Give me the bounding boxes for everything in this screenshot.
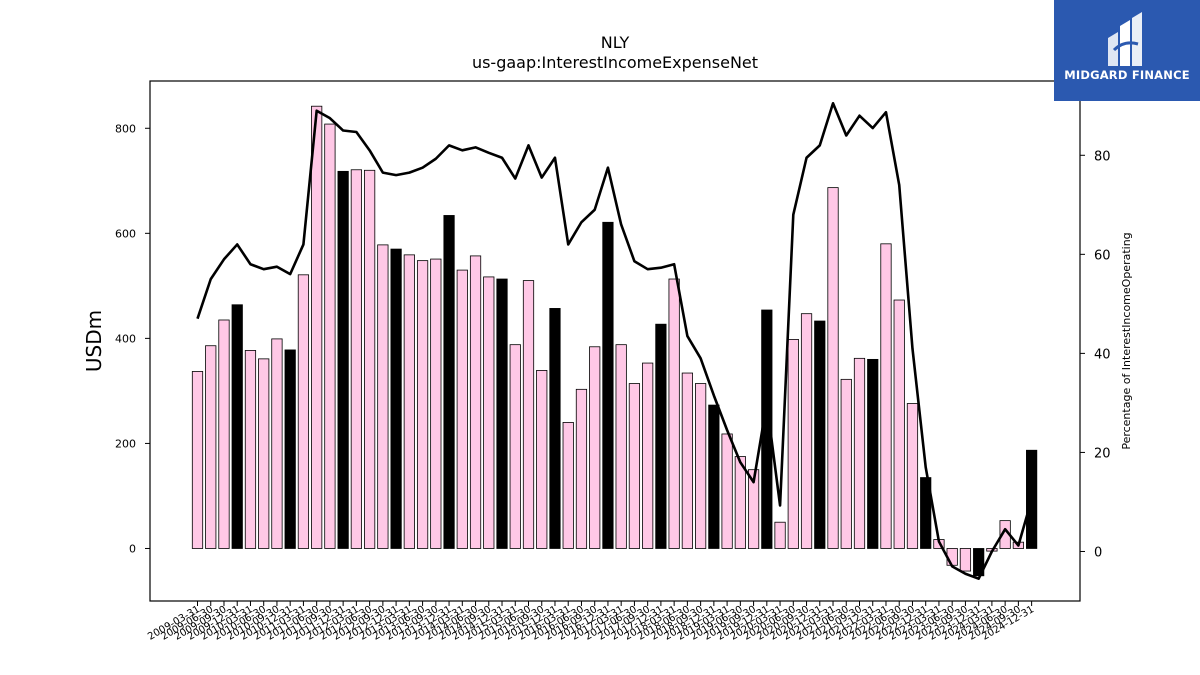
brand-logo: MIDGARD FINANCE (1054, 0, 1200, 101)
bar-2012-09-30 (377, 244, 389, 549)
bar-2019-06-30 (734, 456, 746, 549)
left-tick-label: 200 (115, 437, 136, 450)
bar-2009-12-31 (231, 304, 243, 549)
logo-mark-icon (1108, 12, 1142, 66)
chart-subtitle: us-gaap:InterestIncomeExpenseNet (472, 53, 758, 72)
bar-2013-03-31 (403, 254, 415, 549)
right-tick-label: 40 (1094, 347, 1111, 362)
bar-2009-03-31 (191, 371, 204, 549)
right-tick-label: 0 (1094, 545, 1102, 560)
bar-2024-12-31 (1026, 449, 1038, 549)
bar-2010-12-31 (284, 349, 296, 549)
bar-2017-03-31 (615, 344, 627, 549)
bar-2012-06-30 (364, 169, 376, 549)
bar-series (191, 105, 1038, 577)
bar-2018-03-31 (668, 278, 680, 549)
bar-2016-09-30 (589, 346, 601, 549)
y-axis-label: USDm (82, 310, 106, 372)
right-tick-label: 80 (1094, 149, 1111, 164)
bar-2010-06-30 (258, 358, 270, 549)
bar-2011-03-31 (297, 274, 310, 549)
bar-2022-12-31 (920, 477, 932, 549)
right-tick-label: 20 (1094, 446, 1111, 461)
bar-2018-12-31 (708, 404, 720, 549)
bar-2020-06-30 (787, 339, 799, 549)
bar-2012-03-31 (350, 169, 362, 549)
bar-2015-12-31 (549, 308, 561, 549)
left-tick-label: 600 (115, 227, 136, 240)
bar-2019-09-30 (747, 469, 760, 549)
bar-2015-06-30 (522, 280, 535, 549)
bar-2010-03-31 (244, 350, 257, 549)
bar-2014-03-31 (456, 269, 468, 549)
bar-2009-09-30 (218, 319, 230, 549)
bar-2023-09-30 (959, 548, 972, 572)
bar-2014-09-30 (483, 276, 495, 549)
bar-2013-09-30 (430, 258, 442, 549)
bar-2021-03-31 (827, 187, 839, 549)
bar-2014-12-31 (496, 278, 508, 549)
bar-2013-12-31 (443, 215, 455, 549)
plot-frame (149, 80, 1081, 602)
left-tick-label: 0 (129, 542, 136, 555)
bar-2017-06-30 (628, 383, 641, 549)
bar-2019-03-31 (721, 433, 733, 549)
bar-2014-06-30 (469, 255, 482, 549)
bar-2018-06-30 (681, 372, 693, 549)
bar-2011-06-30 (311, 105, 323, 549)
bar-2021-06-30 (840, 378, 852, 549)
bar-2021-09-30 (853, 357, 866, 549)
bar-2013-06-30 (416, 260, 429, 549)
bar-2022-09-30 (906, 403, 919, 549)
right-tick-label: 60 (1094, 248, 1111, 263)
bar-2016-06-30 (575, 388, 588, 549)
left-tick-label: 800 (115, 122, 136, 135)
percentage-line (196, 101, 1033, 581)
y2-axis-label: Percentage of InterestIncomeOperating (1120, 232, 1133, 449)
bar-2022-06-30 (893, 299, 905, 549)
bar-2011-12-31 (337, 170, 349, 549)
bar-2015-03-31 (509, 344, 521, 549)
bar-2020-03-31 (774, 521, 786, 549)
bar-2010-09-30 (271, 338, 283, 549)
bar-2016-12-31 (602, 221, 614, 549)
bar-2009-06-30 (205, 345, 217, 549)
bar-2022-03-31 (880, 243, 892, 549)
line-series (196, 101, 1033, 581)
left-axis: 0 200 400 600 800 (115, 122, 150, 555)
bar-2021-12-31 (867, 358, 879, 549)
left-tick-label: 400 (115, 332, 136, 345)
bar-2015-09-30 (536, 370, 548, 549)
right-axis: 0 20 40 60 80 (1080, 149, 1111, 560)
bar-2017-09-30 (642, 362, 654, 549)
bar-2011-09-30 (324, 123, 336, 549)
bar-2020-12-31 (814, 320, 826, 549)
bar-2016-03-31 (562, 422, 574, 549)
brand-name: MIDGARD FINANCE (1064, 68, 1190, 82)
chart-title: NLY (601, 33, 630, 52)
bar-2020-09-30 (800, 313, 813, 549)
bar-2017-12-31 (655, 323, 667, 549)
x-axis: 2009-03-312009-06-302009-09-302009-12-31… (146, 601, 1036, 643)
bar-2018-09-30 (695, 383, 707, 549)
bar-2012-12-31 (390, 248, 402, 549)
